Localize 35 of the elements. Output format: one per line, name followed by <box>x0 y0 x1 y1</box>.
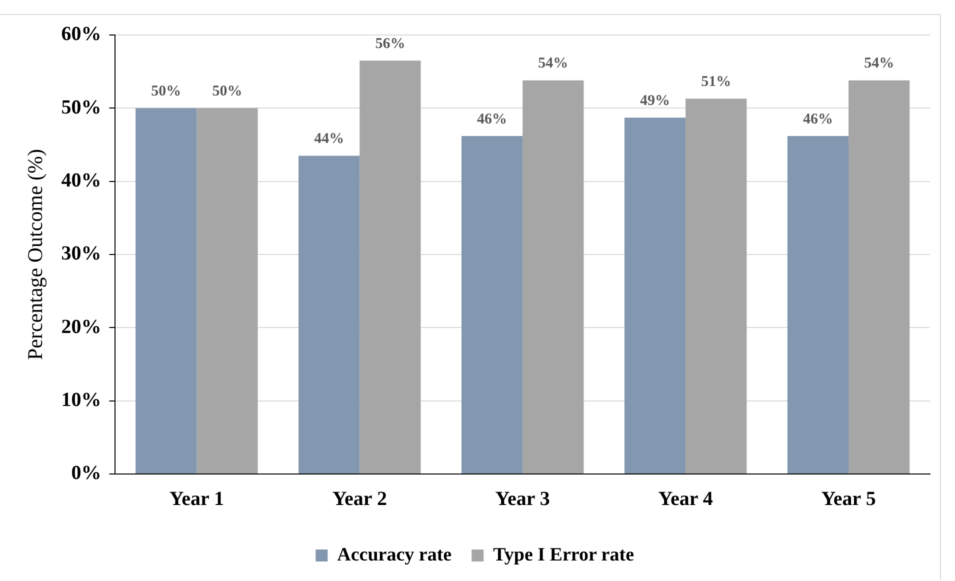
x-tick-label: Year 5 <box>821 488 876 510</box>
bar <box>136 108 197 474</box>
data-label: 56% <box>375 36 406 52</box>
data-label: 50% <box>151 84 182 100</box>
bar <box>848 80 910 474</box>
bar <box>624 118 686 474</box>
y-tick-label: 20% <box>61 316 102 338</box>
data-label: 46% <box>802 111 833 128</box>
bar <box>360 60 421 474</box>
x-tick-label: Year 1 <box>169 488 224 510</box>
x-tick-label: Year 3 <box>495 488 550 510</box>
y-tick-label: 0% <box>71 462 102 484</box>
data-label: 44% <box>314 131 344 148</box>
bar <box>196 108 258 474</box>
data-label: 49% <box>640 93 670 110</box>
data-label: 54% <box>538 56 568 72</box>
x-tick-label: Year 2 <box>332 488 387 510</box>
y-tick-label: 30% <box>61 242 102 265</box>
legend-label: Type I Error rate <box>493 544 634 566</box>
data-label: 54% <box>864 56 894 72</box>
x-tick-label: Year 4 <box>658 488 713 510</box>
bar <box>298 156 360 474</box>
bar <box>787 136 849 474</box>
bar <box>686 98 747 474</box>
y-tick-label: 60% <box>61 23 102 46</box>
y-tick-label: 50% <box>61 96 102 118</box>
y-tick-label: 10% <box>61 389 102 412</box>
data-label: 50% <box>212 84 242 100</box>
y-tick-label: 40% <box>61 170 102 192</box>
legend-label: Accuracy rate <box>337 544 452 566</box>
bar <box>522 80 584 474</box>
data-label: 46% <box>477 111 508 128</box>
y-axis-title: Percentage Outcome (%) <box>23 148 48 360</box>
bar <box>461 136 523 474</box>
data-label: 51% <box>701 74 732 90</box>
